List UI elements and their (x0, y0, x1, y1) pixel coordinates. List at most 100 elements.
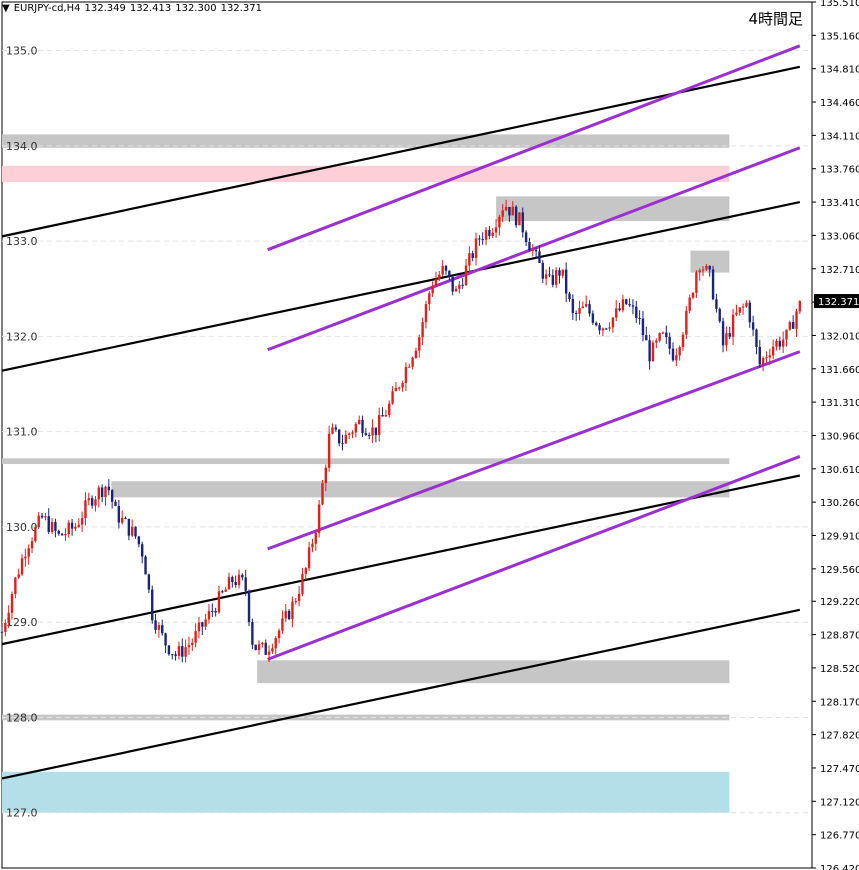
candle-body (297, 593, 301, 602)
grid-label-4: 131.0 (6, 426, 38, 439)
zone-blue-8 (2, 771, 730, 813)
candle-body (234, 581, 237, 586)
axis-tick-label-10: 132.010 (820, 331, 859, 342)
candle-body (321, 483, 324, 505)
candle-body (357, 419, 361, 424)
candle-body (294, 601, 297, 603)
grid-label-6: 129.0 (6, 616, 38, 629)
candle-body (481, 239, 484, 241)
candle-body (788, 322, 792, 330)
candle-body (695, 272, 698, 293)
candle-body (428, 293, 431, 305)
candle-body (451, 276, 454, 292)
candle-body (571, 298, 575, 314)
candle-body (284, 610, 287, 619)
candle-body (30, 541, 34, 549)
candle-body (558, 270, 561, 276)
plot-border (1, 1, 813, 869)
candle-body (291, 601, 294, 620)
candle-body (404, 366, 408, 383)
axis-tick-label-24: 127.120 (820, 797, 859, 808)
candle-body (411, 357, 414, 367)
candle-body (130, 526, 134, 536)
candle-body (655, 340, 658, 343)
candle-body (638, 317, 641, 319)
candle-body (761, 357, 765, 365)
candle-body (157, 625, 161, 630)
candle-body (494, 227, 498, 233)
channel-line-purple-4 (267, 44, 801, 252)
candle-body (7, 612, 10, 624)
grid-label-0: 135.0 (6, 45, 38, 58)
candle-body (775, 340, 778, 347)
candle-body (661, 332, 665, 334)
high-value: 132.413 (129, 3, 172, 14)
candle-body (114, 501, 117, 506)
chart-header: ▼ EURJPY-cd,H4 132.349 132.413 132.300 132.37… (2, 3, 266, 14)
candle-body (201, 622, 204, 627)
candle-body (227, 577, 231, 590)
candle-body (464, 265, 468, 286)
candle-body (251, 622, 254, 645)
dropdown-arrow-icon[interactable]: ▼ (2, 3, 10, 14)
candle-body (554, 270, 558, 285)
candle-body (414, 350, 418, 358)
candle-body (705, 265, 708, 270)
open-value: 132.349 (84, 3, 126, 14)
axis-tick-label-13: 130.960 (820, 431, 859, 442)
axis-tick-label-26: 126.420 (820, 864, 859, 870)
candle-body (434, 279, 438, 287)
candle-body (54, 522, 57, 531)
candle-body (461, 284, 464, 286)
candle-body (448, 270, 451, 277)
axis-tick-label-23: 127.470 (820, 764, 859, 775)
candle-body (648, 340, 651, 362)
axis-tick-label-5: 133.760 (820, 165, 859, 176)
candle-body (197, 622, 201, 632)
axis-tick-label-21: 128.170 (820, 697, 859, 708)
candle-body (281, 618, 284, 631)
axis-tick-label-14: 130.610 (820, 465, 859, 476)
zone-grey-0 (2, 134, 730, 148)
candle-body (731, 314, 735, 337)
candle-body (44, 516, 47, 518)
channel-line-black-1 (1, 200, 801, 372)
candle-body (658, 333, 661, 341)
candle-body (668, 337, 671, 349)
timeframe-label: 4時間足 (748, 10, 803, 28)
candle-body (751, 322, 755, 330)
candle-body (738, 307, 741, 313)
candle-body (418, 337, 421, 351)
candle-body (588, 304, 591, 314)
candle-body (204, 619, 207, 627)
candle-body (791, 322, 795, 329)
candle-body (671, 348, 675, 361)
candle-body (798, 301, 802, 312)
candle-body (14, 577, 17, 594)
grid-label-5: 130.0 (6, 521, 38, 534)
candle-body (468, 253, 471, 266)
candle-body (344, 434, 348, 444)
candle-body (721, 321, 725, 346)
candle-body (501, 210, 504, 217)
symbol-label: EURJPY-cd,H4 (13, 3, 81, 14)
candle-body (27, 548, 30, 557)
candle-body (781, 339, 785, 347)
candle-body (74, 526, 77, 529)
candle-body (161, 625, 164, 634)
candle-body (691, 292, 695, 298)
candle-body (47, 516, 50, 532)
candle-body (628, 304, 631, 306)
candle-body (421, 322, 424, 338)
candle-body (84, 500, 87, 519)
candle-body (371, 427, 374, 436)
candle-body (771, 346, 775, 356)
candle-body (94, 499, 97, 506)
candle-body (601, 328, 605, 331)
channel-line-purple-7 (267, 455, 801, 661)
candle-body (274, 638, 277, 649)
candle-body (124, 517, 127, 519)
candle-body (10, 593, 14, 613)
